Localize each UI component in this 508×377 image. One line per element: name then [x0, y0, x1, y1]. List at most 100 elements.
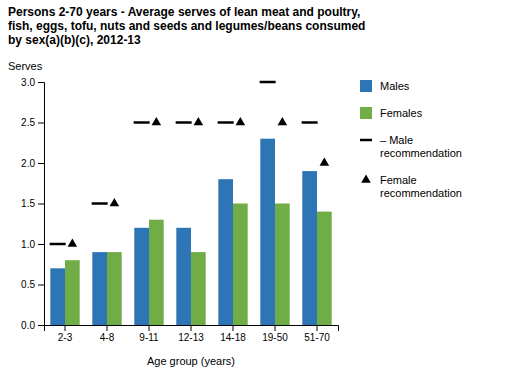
bar	[302, 171, 317, 325]
y-axis-title: Serves	[8, 60, 43, 72]
marks	[50, 82, 332, 325]
x-axis-title: Age group (years)	[147, 355, 235, 367]
bar	[65, 260, 80, 325]
triangle-marker	[68, 238, 78, 246]
triangle-marker	[152, 117, 162, 125]
bar	[92, 252, 107, 325]
bar	[107, 252, 122, 325]
bar	[176, 228, 191, 325]
legend-label: Males	[380, 80, 410, 92]
text-line: Female	[380, 174, 417, 186]
x-axis: 2-3 4-8 9-11 12-13 14-18 19-50 51-70	[45, 325, 339, 343]
legend-label: Femalerecommendation	[380, 174, 462, 199]
text-line: recommendation	[380, 187, 462, 199]
bar	[50, 268, 65, 325]
triangle-marker	[110, 198, 120, 206]
tick-mark	[275, 325, 276, 331]
text-line: Males	[380, 80, 410, 92]
plot: 0.0 0.5 1.0 1.5 2.0 2.5 3.0 2-3 4-8 9-11 12-13 14-1…	[21, 77, 338, 343]
tick-label: 4-8	[100, 332, 115, 343]
chart: Persons 2-70 years - Average serves of l…	[0, 0, 508, 377]
tick-mark	[191, 325, 192, 331]
tick-mark	[38, 325, 44, 326]
bar-series	[50, 139, 317, 325]
tick-label: 0.0	[21, 320, 35, 331]
tick: 9-11	[139, 325, 159, 343]
tick-label: 0.5	[21, 279, 35, 290]
text-line: Persons 2-70 years - Average serves of l…	[8, 5, 360, 19]
marker-series	[50, 82, 318, 244]
tick: 0.0	[21, 320, 44, 331]
bar	[191, 252, 206, 325]
bar	[233, 204, 248, 326]
tick-mark	[38, 285, 44, 286]
title: Persons 2-70 years - Average serves of l…	[8, 5, 365, 47]
dash-marker	[134, 121, 150, 124]
text-line: by sex(a)(b)(c), 2012-13	[8, 33, 141, 47]
tick-label: 3.0	[21, 77, 35, 88]
tick-mark	[38, 204, 44, 205]
dash-marker	[260, 81, 276, 84]
legend-item: Femalerecommendation	[361, 174, 462, 199]
tick-mark	[317, 325, 318, 331]
tick-label: 51-70	[304, 332, 330, 343]
legend-item: Females	[360, 107, 423, 119]
tick-mark	[107, 325, 108, 331]
tick-mark	[233, 325, 234, 331]
tick-label: 1.0	[21, 239, 35, 250]
triangle-marker	[194, 117, 204, 125]
tick: 14-18	[220, 325, 246, 343]
axis-line	[38, 83, 45, 326]
dash-marker	[50, 243, 66, 246]
y-axis: 0.0 0.5 1.0 1.5 2.0 2.5 3.0	[21, 77, 44, 331]
tick-label: 9-11	[139, 332, 159, 343]
tick: 2.5	[21, 117, 44, 128]
bar	[260, 139, 275, 325]
legend-swatch	[361, 174, 371, 182]
tick: 1.0	[21, 239, 44, 250]
marker-series	[68, 117, 330, 247]
tick: 19-50	[262, 325, 288, 343]
tick-label: 14-18	[220, 332, 246, 343]
tick: 2.0	[21, 158, 44, 169]
tick-mark	[38, 244, 44, 245]
legend: MalesFemales– MalerecommendationFemalere…	[360, 80, 462, 199]
text-line: Females	[380, 107, 423, 119]
bar	[149, 220, 164, 325]
text-line: recommendation	[380, 147, 462, 159]
text-line: – Male	[380, 134, 413, 146]
tick-label: 12-13	[178, 332, 204, 343]
tick: 2-3	[58, 325, 73, 343]
triangle-marker	[320, 157, 330, 165]
tick-label: 2-3	[58, 332, 73, 343]
tick-label: 19-50	[262, 332, 288, 343]
bar	[134, 228, 149, 325]
tick-label: 2.5	[21, 117, 35, 128]
legend-label: Females	[380, 107, 423, 119]
legend-label: – Malerecommendation	[380, 134, 462, 159]
triangle-marker	[236, 117, 246, 125]
tick: 1.5	[21, 198, 44, 209]
text-line: fish, eggs, tofu, nuts and seeds and leg…	[8, 19, 365, 33]
tick: 0.5	[21, 279, 44, 290]
tick: 3.0	[21, 77, 44, 88]
bar	[317, 212, 332, 325]
legend-item: – Malerecommendation	[360, 134, 462, 159]
legend-swatch	[360, 139, 372, 142]
tick-mark	[38, 123, 44, 124]
tick-mark	[38, 82, 44, 83]
dash-marker	[92, 202, 108, 205]
legend-swatch	[360, 80, 372, 92]
tick-mark	[149, 325, 150, 331]
dash-marker	[218, 121, 234, 124]
tick-label: 1.5	[21, 198, 35, 209]
tick-mark	[65, 325, 66, 331]
triangle-marker	[278, 117, 288, 125]
bar	[275, 204, 290, 326]
legend-item: Males	[360, 80, 410, 92]
legend-swatch	[360, 107, 372, 119]
tick: 4-8	[100, 325, 115, 343]
tick: 12-13	[178, 325, 204, 343]
bar-series	[65, 204, 332, 326]
tick-label: 2.0	[21, 158, 35, 169]
